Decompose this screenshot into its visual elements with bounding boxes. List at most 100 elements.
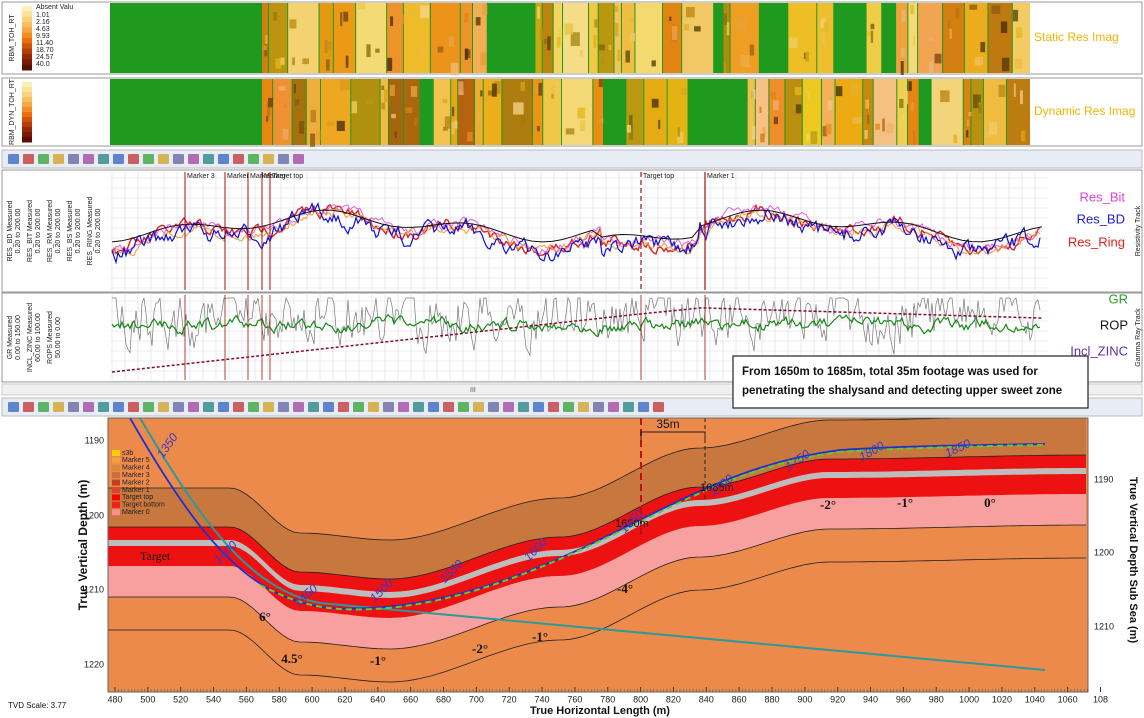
- tool-button[interactable]: [233, 402, 244, 412]
- tool-button[interactable]: [548, 402, 559, 412]
- scrollbar-track[interactable]: [1, 383, 1143, 396]
- image-texture: [901, 113, 906, 121]
- tool-button[interactable]: [218, 154, 229, 164]
- tool-button[interactable]: [518, 402, 529, 412]
- image-texture: [1020, 90, 1023, 105]
- tool-button[interactable]: [83, 154, 94, 164]
- tool-button[interactable]: [293, 154, 304, 164]
- image-texture: [391, 113, 396, 119]
- tool-button[interactable]: [68, 402, 79, 412]
- tool-button[interactable]: [23, 402, 34, 412]
- image-texture: [934, 53, 942, 64]
- x-tick-label: 720: [502, 694, 517, 704]
- tool-button[interactable]: [143, 154, 154, 164]
- curve-legend: Res_Bit: [1079, 189, 1125, 204]
- tool-button[interactable]: [323, 402, 334, 412]
- section-layer: [108, 455, 1086, 592]
- tool-button[interactable]: [98, 154, 109, 164]
- image-texture: [617, 49, 621, 61]
- tool-button[interactable]: [248, 402, 259, 412]
- tool-button[interactable]: [23, 154, 34, 164]
- tool-button[interactable]: [128, 154, 139, 164]
- x-tick-label: 1000: [959, 694, 979, 704]
- marker-label: Marker 3: [187, 173, 215, 180]
- tool-button[interactable]: [173, 402, 184, 412]
- tool-button[interactable]: [563, 402, 574, 412]
- legend-label: Marker 4: [122, 465, 150, 472]
- image-texture: [263, 45, 267, 51]
- tool-button[interactable]: [53, 402, 64, 412]
- tool-button[interactable]: [128, 402, 139, 412]
- x-axis-label: True Horizontal Length (m): [530, 705, 670, 717]
- tool-button[interactable]: [608, 402, 619, 412]
- tool-button[interactable]: [98, 402, 109, 412]
- tool-button[interactable]: [53, 154, 64, 164]
- image-texture: [677, 131, 684, 144]
- x-tick-label: 520: [173, 694, 188, 704]
- tool-button[interactable]: [83, 402, 94, 412]
- image-texture: [850, 82, 859, 96]
- tool-button[interactable]: [158, 154, 169, 164]
- tool-button[interactable]: [173, 154, 184, 164]
- tool-button[interactable]: [68, 154, 79, 164]
- tool-button[interactable]: [533, 402, 544, 412]
- tool-button[interactable]: [203, 154, 214, 164]
- tool-button[interactable]: [353, 402, 364, 412]
- tool-button[interactable]: [578, 402, 589, 412]
- tool-button[interactable]: [473, 402, 484, 412]
- tool-button[interactable]: [383, 402, 394, 412]
- tool-button[interactable]: [623, 402, 634, 412]
- tool-button[interactable]: [278, 402, 289, 412]
- tool-button[interactable]: [458, 402, 469, 412]
- tool-button[interactable]: [503, 402, 514, 412]
- image-texture: [534, 81, 540, 94]
- tool-button[interactable]: [218, 402, 229, 412]
- tool-button[interactable]: [308, 402, 319, 412]
- tool-button[interactable]: [413, 402, 424, 412]
- tool-button[interactable]: [188, 402, 199, 412]
- y2-axis-label: True Vertical Depth Sub Sea (m): [1127, 477, 1139, 644]
- tool-button[interactable]: [143, 402, 154, 412]
- image-texture: [659, 129, 667, 139]
- tool-button[interactable]: [488, 402, 499, 412]
- image-texture: [867, 114, 870, 125]
- tool-button[interactable]: [38, 154, 49, 164]
- tool-button[interactable]: [113, 154, 124, 164]
- tool-button[interactable]: [638, 402, 649, 412]
- tool-button[interactable]: [368, 402, 379, 412]
- tool-button[interactable]: [113, 402, 124, 412]
- image-texture: [608, 44, 612, 51]
- tool-button[interactable]: [188, 154, 199, 164]
- tool-button[interactable]: [443, 402, 454, 412]
- tool-button[interactable]: [158, 402, 169, 412]
- color-scale-value: 11.40: [36, 40, 53, 47]
- tool-button[interactable]: [233, 154, 244, 164]
- image-texture: [421, 48, 427, 56]
- tool-button[interactable]: [8, 402, 19, 412]
- tool-button[interactable]: [398, 402, 409, 412]
- tool-button[interactable]: [263, 402, 274, 412]
- curve-label: 60.00 to 100.00: [35, 313, 42, 362]
- tool-button[interactable]: [203, 402, 214, 412]
- tool-button[interactable]: [8, 154, 19, 164]
- image-texture: [978, 104, 982, 114]
- marker-label: Marker: [264, 173, 286, 180]
- image-strip: [269, 3, 288, 73]
- tool-button[interactable]: [338, 402, 349, 412]
- image-strip: [907, 79, 919, 145]
- tool-button[interactable]: [248, 154, 259, 164]
- image-texture: [820, 18, 826, 28]
- tool-button[interactable]: [38, 402, 49, 412]
- tool-button[interactable]: [293, 402, 304, 412]
- image-texture: [726, 22, 730, 36]
- section-layer: [108, 494, 1086, 649]
- tool-button[interactable]: [428, 402, 439, 412]
- tool-button[interactable]: [593, 402, 604, 412]
- tool-button[interactable]: [278, 154, 289, 164]
- image-texture: [910, 4, 915, 14]
- tool-button[interactable]: [263, 154, 274, 164]
- toolbar: [1, 149, 1143, 169]
- image-texture: [658, 119, 661, 130]
- tool-button[interactable]: [653, 402, 664, 412]
- image-texture: [760, 133, 765, 143]
